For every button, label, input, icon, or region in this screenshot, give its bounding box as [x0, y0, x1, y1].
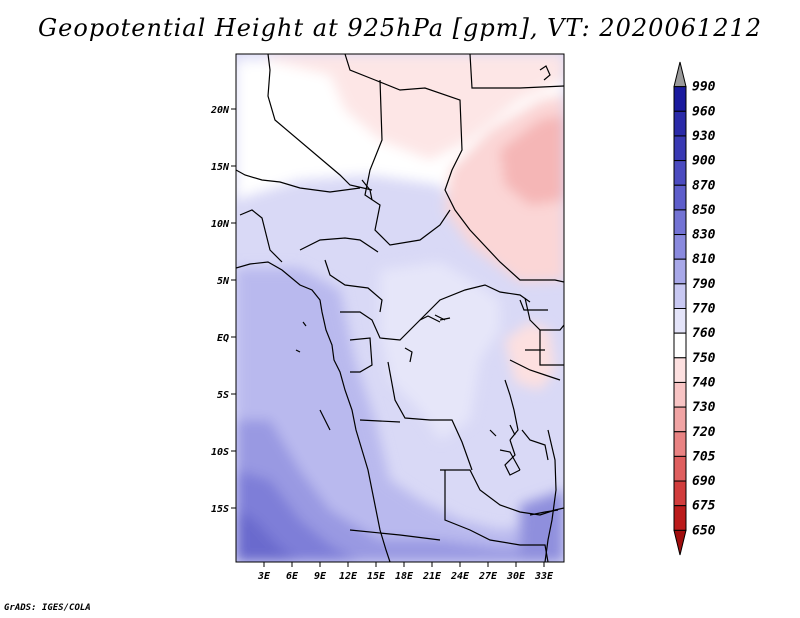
lat-label: 10N	[211, 219, 230, 230]
colorbar-swatch	[673, 406, 687, 433]
colorbar-swatch	[673, 110, 687, 137]
lat-label: 5N	[217, 276, 230, 287]
lon-label: 33E	[534, 571, 554, 582]
lat-label: EQ	[217, 333, 229, 344]
grads-credit: GrADS: IGES/COLA	[4, 603, 91, 613]
lon-ticks	[263, 562, 545, 567]
lon-label: 15E	[367, 571, 386, 582]
colorbar-label: 690	[692, 474, 716, 489]
colorbar-label: 830	[692, 228, 716, 243]
colorbar-label: 760	[692, 326, 716, 341]
colorbar-swatch	[673, 234, 687, 260]
colorbar: 990 960 930 900 870 850 830 810 790 770 760 750 740 7…	[673, 61, 716, 556]
colorbar-label: 740	[692, 375, 716, 390]
lon-label: 24E	[450, 571, 470, 582]
colorbar-swatch	[673, 86, 687, 112]
lon-labels: 3E 6E 9E 12E 15E 18E 21E 24E 27E 30E 33E	[257, 571, 554, 582]
colorbar-swatch	[673, 135, 687, 162]
country-borders	[236, 54, 564, 562]
colorbar-swatch	[673, 308, 687, 334]
lat-label: 10S	[211, 447, 229, 458]
colorbar-label: 675	[692, 499, 716, 514]
colorbar-label: 870	[692, 178, 716, 193]
lat-ticks	[231, 108, 236, 509]
colorbar-label: 850	[692, 203, 716, 218]
colorbar-label: 730	[692, 400, 716, 415]
lon-label: 30E	[506, 571, 526, 582]
lon-label: 3E	[257, 571, 271, 582]
colorbar-swatch	[673, 455, 687, 482]
colorbar-swatch	[673, 431, 687, 457]
colorbar-label: 720	[692, 425, 716, 440]
colorbar-swatch	[673, 283, 687, 310]
lon-label: 12E	[339, 571, 358, 582]
colorbar-label: 705	[692, 449, 716, 464]
colorbar-arrow-bottom	[673, 529, 687, 556]
colorbar-label: 900	[692, 154, 716, 169]
colorbar-swatch	[673, 381, 687, 408]
colorbar-swatch	[673, 209, 687, 236]
colorbar-label: 960	[692, 104, 716, 119]
colorbar-arrow-top	[673, 61, 687, 88]
lat-label: 5S	[217, 390, 229, 401]
lon-label: 18E	[395, 571, 414, 582]
colorbar-label: 770	[692, 302, 716, 317]
chart-title: Geopotential Height at 925hPa [gpm], VT:…	[38, 14, 762, 42]
colorbar-swatch	[673, 480, 687, 507]
lon-label: 21E	[422, 571, 442, 582]
colorbar-swatch	[673, 258, 687, 285]
lon-label: 9E	[314, 571, 327, 582]
colorbar-label: 990	[692, 80, 716, 95]
colorbar-label: 930	[692, 129, 716, 144]
colorbar-label: 810	[692, 252, 716, 267]
colorbar-label: 750	[692, 351, 716, 366]
colorbar-label: 650	[692, 523, 716, 538]
map-frame	[235, 53, 565, 563]
height-field	[236, 54, 564, 562]
colorbar-swatch	[673, 332, 687, 359]
lat-label: 20N	[210, 105, 230, 116]
lon-label: 6E	[286, 571, 299, 582]
colorbar-swatch	[673, 184, 687, 211]
colorbar-label: 790	[692, 277, 716, 292]
lon-label: 27E	[478, 571, 498, 582]
colorbar-swatch	[673, 505, 687, 531]
colorbar-swatch	[673, 160, 687, 186]
lat-labels: 20N 15N 10N 5N EQ 5S 10S 15S	[210, 105, 230, 515]
lat-label: 15N	[211, 162, 230, 173]
colorbar-swatch	[673, 357, 687, 383]
lat-label: 15S	[211, 504, 229, 515]
